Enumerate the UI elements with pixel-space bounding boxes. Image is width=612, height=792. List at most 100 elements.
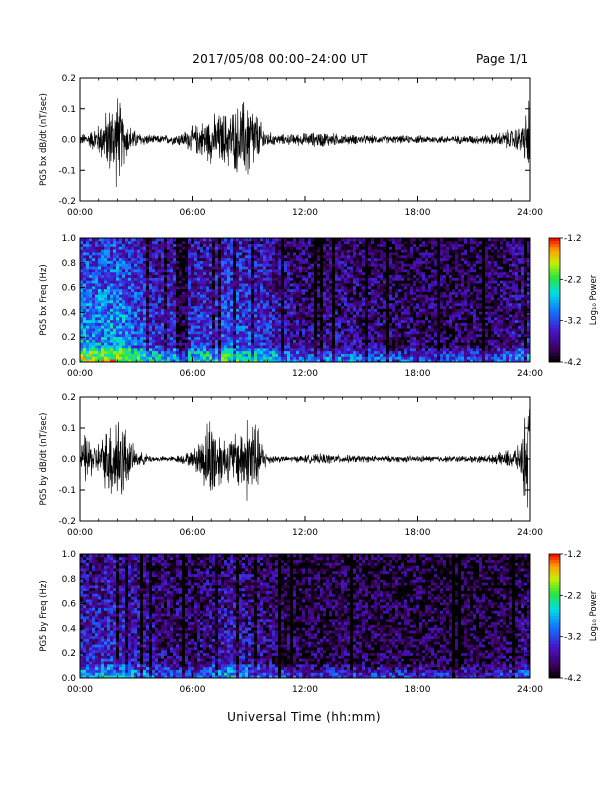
spectrogram-cell [164,260,168,264]
spectrogram-cell [104,277,108,281]
spectrogram-cell [122,300,126,304]
spectrogram-cell [257,302,261,307]
spectrogram-cell [335,269,339,273]
spectrogram-cell [236,322,240,326]
spectrogram-cell [371,316,375,321]
spectrogram-cell [200,269,204,273]
spectrogram-cell [257,311,261,315]
spectrogram-cell [152,336,156,340]
spectrogram-cell [368,322,372,326]
spectrogram-cell [347,305,351,309]
spectrogram-cell [305,249,309,253]
spectrogram-cell [308,356,312,360]
spectrogram-cell [194,319,198,323]
spectrogram-cell [350,274,354,278]
spectrogram-cell [251,283,255,287]
spectrogram-cell [389,305,393,309]
spectrogram-cell [236,246,240,250]
spectrogram-cell [122,277,126,281]
spectrogram-cell [200,274,204,278]
spectrogram-cell [185,263,189,267]
spectrogram-cell [278,283,282,287]
spectrogram-cell [284,254,288,259]
spectrogram-cell [215,302,219,307]
spectrogram-cell [296,305,300,309]
spectrogram-cell [230,238,234,242]
spectrogram-cell [86,274,90,278]
spectrogram-cell [215,266,219,270]
spectrogram-cell [374,347,378,352]
spectrogram-cell [392,359,396,363]
spectrogram-cell [266,291,270,295]
spectrogram-cell [317,271,321,276]
spectrogram-cell [290,288,294,292]
spectrogram-cell [284,283,288,287]
spectrogram-cell [245,308,249,312]
spectrogram-cell [293,294,297,298]
spectrogram-cell [293,254,297,259]
spectrogram-cell [407,336,411,340]
spectrogram-cell [170,280,174,284]
spectrogram-cell [218,305,222,309]
spectrogram-cell [320,359,324,363]
spectrogram-cell [392,345,396,349]
spectrogram-cell [107,325,111,329]
spectrogram-cell [254,257,258,261]
spectrogram-cell [122,336,126,340]
spectrogram-cell [269,305,273,309]
spectrogram-cell [236,297,240,301]
spectrogram-cell [374,263,378,267]
spectrogram-cell [374,319,378,323]
spectrogram-cell [305,243,309,247]
spectrogram-cell [149,322,153,326]
spectrogram-cell [101,285,105,290]
spectrogram-cell [290,260,294,264]
spectrogram-cell [347,238,351,242]
spectrogram-cell [287,345,291,349]
spectrogram-cell [230,325,234,329]
spectrogram-cell [173,254,177,259]
spectrogram-cell [290,308,294,312]
spectrogram-cell [80,305,84,309]
spectrogram-cell [233,308,237,312]
spectrogram-cell [299,345,303,349]
spectrogram-cell [215,274,219,278]
spectrogram-cell [257,308,261,312]
spectrogram-cell [194,277,198,281]
spectrogram-cell [356,308,360,312]
spectrogram-cell [353,269,357,273]
spectrogram-cell [215,311,219,315]
spectrogram-cell [236,359,240,363]
spectrogram-cell [167,280,171,284]
spectrogram-cell [191,257,195,261]
spectrogram-cell [254,283,258,287]
spectrogram-cell [158,249,162,253]
spectrogram-cell [80,325,84,329]
spectrogram-cell [374,257,378,261]
spectrogram-cell [80,339,84,343]
spectrogram-cell [218,274,222,278]
spectrogram-cell [278,285,282,290]
spectrogram-cell [383,274,387,278]
spectrogram-cell [323,325,327,329]
spectrogram-cell [344,336,348,340]
spectrogram-cell [242,238,246,242]
spectrogram-cell [230,291,234,295]
spectrogram-cell [296,314,300,318]
spectrogram-cell [398,356,402,360]
spectrogram-cell [305,300,309,304]
spectrogram-cell [200,359,204,363]
spectrogram-cell [236,249,240,253]
spectrogram-cell [335,305,339,309]
spectrogram-cell [311,238,315,242]
spectrogram-cell [212,280,216,284]
spectrogram-cell [278,359,282,363]
spectrogram-cell [299,308,303,312]
spectrogram-cell [317,308,321,312]
spectrogram-cell [242,331,246,335]
spectrogram-cell [122,283,126,287]
spectrogram-cell [215,345,219,349]
spectrogram-cell [215,297,219,301]
spectrogram-cell [281,359,285,363]
spectrogram-cell [152,257,156,261]
